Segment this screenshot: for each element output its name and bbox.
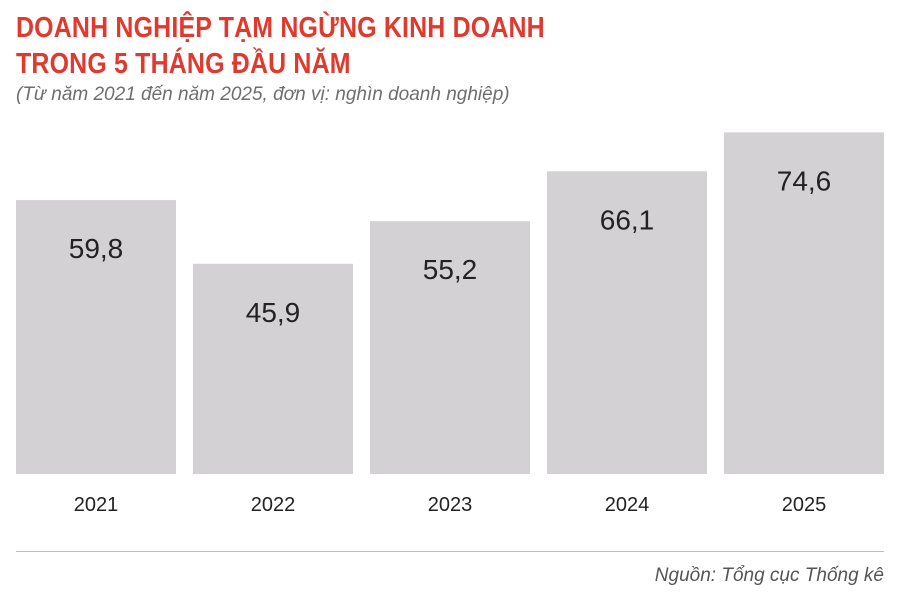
- x-tick-label-2023: 2023: [428, 494, 473, 516]
- chart-title: DOANH NGHIỆP TẠM NGỪNG KINH DOANH TRONG …: [16, 10, 545, 82]
- x-tick-label-2025: 2025: [782, 494, 827, 516]
- divider: [16, 551, 884, 552]
- bar-2021: [16, 200, 176, 474]
- bar-2022: [193, 263, 353, 474]
- chart-subtitle: (Từ năm 2021 đến năm 2025, đơn vị: nghìn…: [16, 84, 510, 105]
- chart-title-line1: DOANH NGHIỆP TẠM NGỪNG KINH DOANH: [16, 12, 545, 44]
- bar-2024: [547, 171, 707, 474]
- bar-chart: 59,8 2021 45,9 2022 55,2 2023 66,1 2024 74,6 2025: [16, 132, 884, 516]
- bar-2025: [724, 132, 884, 474]
- x-tick-label-2022: 2022: [251, 494, 296, 516]
- bar-value-label-2021: 59,8: [69, 233, 124, 264]
- chart-title-line2: TRONG 5 THÁNG ĐẦU NĂM: [16, 48, 351, 80]
- bar-value-label-2023: 55,2: [423, 254, 478, 285]
- x-tick-label-2024: 2024: [605, 494, 650, 516]
- source-note: Nguồn: Tổng cục Thống kê: [654, 565, 884, 586]
- bar-value-label-2022: 45,9: [246, 297, 301, 328]
- x-tick-label-2021: 2021: [74, 494, 119, 516]
- bar-value-label-2025: 74,6: [777, 165, 832, 196]
- bar-2023: [370, 221, 530, 474]
- bar-value-label-2024: 66,1: [600, 204, 655, 235]
